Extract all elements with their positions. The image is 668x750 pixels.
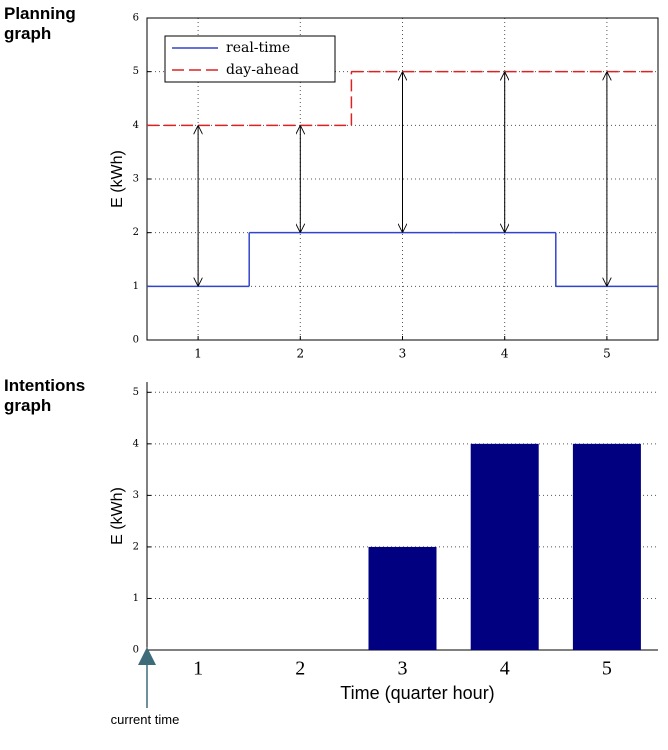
bar (368, 546, 437, 650)
y-axis-label: E (kWh) (109, 487, 126, 545)
legend-box (164, 35, 336, 83)
x-axis-label: Time (quarter hour) (340, 683, 494, 703)
x-tick-label: 4 (500, 658, 510, 680)
current-time-note: current time (110, 712, 180, 727)
x-tick-label: 4 (501, 347, 509, 361)
legend-label: day-ahead (226, 62, 299, 78)
x-tick-label: 5 (602, 658, 612, 680)
y-axis-label: E (kWh) (109, 150, 126, 208)
y-tick-label: 6 (133, 13, 139, 24)
x-tick-label: 2 (295, 658, 305, 680)
bar (470, 443, 539, 650)
y-tick-label: 5 (133, 66, 139, 77)
y-tick-label: 0 (133, 645, 139, 656)
intentions-label: Intentions graph (4, 376, 86, 415)
x-tick-label: 1 (193, 658, 203, 680)
y-tick-label: 2 (133, 227, 139, 238)
y-tick-label: 1 (133, 281, 139, 292)
x-tick-label: 2 (296, 347, 304, 361)
y-tick-label: 5 (133, 387, 139, 398)
y-tick-label: 0 (133, 335, 139, 346)
y-tick-label: 4 (133, 120, 139, 131)
y-tick-label: 2 (133, 541, 139, 552)
legend-label: real-time (226, 40, 290, 56)
x-tick-label: 3 (398, 658, 408, 680)
y-tick-label: 1 (133, 593, 139, 604)
y-tick-label: 4 (133, 438, 139, 449)
planning-label: Planning graph (4, 4, 76, 43)
y-tick-label: 3 (133, 174, 139, 185)
x-tick-label: 3 (399, 347, 407, 361)
y-tick-label: 3 (133, 490, 139, 501)
bar (572, 443, 641, 650)
x-tick-label: 5 (603, 347, 611, 361)
plot-frame (146, 17, 659, 341)
x-tick-label: 1 (194, 347, 202, 361)
